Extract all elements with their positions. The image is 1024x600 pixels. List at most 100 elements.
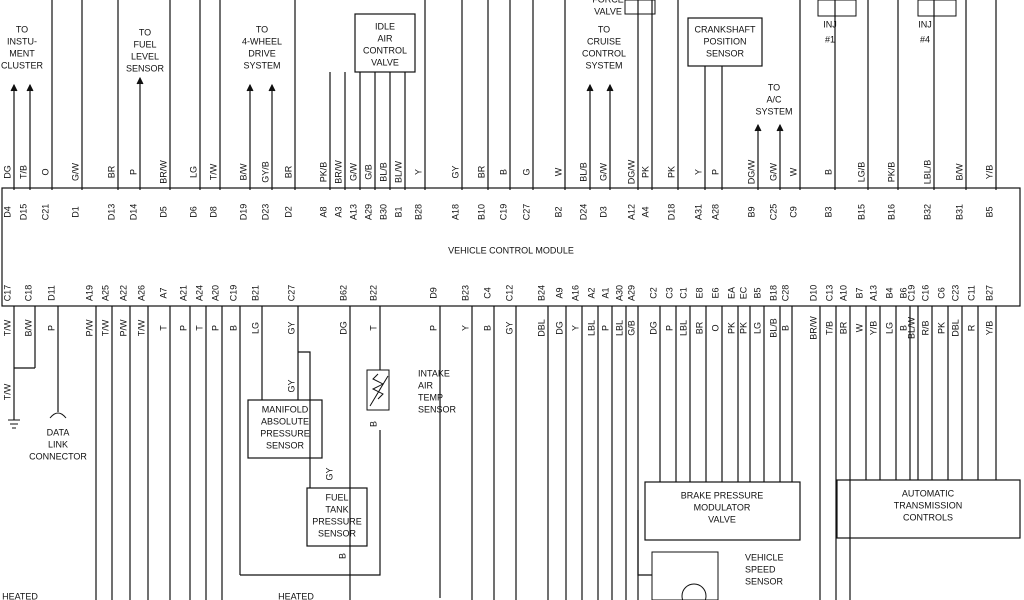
wire-color: P xyxy=(428,325,438,331)
component-label: AIR xyxy=(418,380,434,390)
pin-label: B2 xyxy=(553,206,563,217)
pin-label: B28 xyxy=(413,204,423,220)
wire-color: T/W xyxy=(136,319,146,336)
pin-label: C2 xyxy=(648,287,658,299)
pin-label: A29 xyxy=(363,204,373,220)
wire-color: GY xyxy=(286,321,296,334)
pin-label: B16 xyxy=(886,204,896,220)
component-box xyxy=(247,399,323,459)
component-label: FUEL xyxy=(133,39,156,49)
wire-color: B xyxy=(780,325,790,331)
wire-note: GY xyxy=(286,379,296,392)
component-label: CONTROLS xyxy=(903,512,953,522)
wire-color: Y xyxy=(460,325,470,331)
pin-label: C13 xyxy=(824,285,834,302)
component-label: TO xyxy=(598,24,610,34)
wire-color: BR xyxy=(106,165,116,178)
speed-sensor-body xyxy=(651,551,719,600)
component-label: #1 xyxy=(825,34,835,44)
wire-color: DBL xyxy=(950,319,960,337)
wire-color: B/W xyxy=(23,319,33,337)
component-label: LEVEL xyxy=(131,51,159,61)
pin-label: C25 xyxy=(768,204,778,221)
component-label: PRESSURE xyxy=(312,516,362,526)
wire-color: Y/B xyxy=(868,321,878,336)
pin-label: E6 xyxy=(710,287,720,298)
wire-color: G/W xyxy=(70,162,80,181)
component-label: SPEED xyxy=(745,564,776,574)
wire-color: PK xyxy=(726,322,736,334)
wire-color: Y/B xyxy=(984,321,994,336)
wire-color: R xyxy=(966,324,976,331)
component-label: CLUSTER xyxy=(1,60,44,70)
pin-label: C27 xyxy=(521,204,531,221)
pin-label: D4 xyxy=(2,206,12,218)
component-label: SENSOR xyxy=(745,576,784,586)
component-label: TO xyxy=(139,27,151,37)
pin-label: A31 xyxy=(693,204,703,220)
wire-color: DG/W xyxy=(626,159,636,184)
wire-color: PK xyxy=(936,322,946,334)
pin-label: D14 xyxy=(128,204,138,221)
component-label: TO xyxy=(16,24,28,34)
pin-label: A8 xyxy=(318,206,328,217)
component-label: HEATED xyxy=(2,591,38,600)
component-label: CRUISE xyxy=(587,36,621,46)
wire-color: Y/B xyxy=(984,165,994,180)
pin-label: B3 xyxy=(823,206,833,217)
component-label: IDLE xyxy=(375,21,395,31)
component-label: TRANSMISSION xyxy=(894,500,963,510)
component-box xyxy=(644,481,801,541)
component-box xyxy=(836,479,1021,539)
component-label: LINK xyxy=(48,439,68,449)
wire-color: T/W xyxy=(2,319,12,336)
pin-label: C9 xyxy=(788,206,798,218)
component-label: SYSTEM xyxy=(585,60,622,70)
injector-1-box xyxy=(817,0,857,17)
wire-color: P xyxy=(210,325,220,331)
component-label: FUEL xyxy=(325,492,348,502)
component-label: INJ xyxy=(918,19,932,29)
ground-symbol xyxy=(8,419,20,429)
pin-label: C16 xyxy=(920,285,930,302)
pin-label: A1 xyxy=(600,287,610,298)
pin-label: B21 xyxy=(250,285,260,301)
pin-label: C18 xyxy=(23,285,33,302)
pin-label: C11 xyxy=(966,285,976,301)
wire-color: O xyxy=(710,324,720,331)
component-label: BRAKE PRESSURE xyxy=(681,490,764,500)
wire-color: BL/B xyxy=(578,162,588,182)
pin-label: B31 xyxy=(954,204,964,220)
arrow xyxy=(754,123,762,132)
wire-color: T/B xyxy=(824,321,834,335)
wire-color: DG xyxy=(554,321,564,335)
component-label: MANIFOLD xyxy=(262,404,309,414)
pin-label: B5 xyxy=(984,206,994,217)
wire-note: T/W xyxy=(2,383,12,400)
pin-label: A12 xyxy=(626,204,636,220)
pin-label: E8 xyxy=(694,287,704,298)
component-label: CONNECTOR xyxy=(29,451,87,461)
wire-color: BR xyxy=(838,321,848,334)
pin-label: A3 xyxy=(333,206,343,217)
wire-color: BL/W xyxy=(393,160,403,183)
wire-color: G/W xyxy=(598,162,608,181)
pin-label: A24 xyxy=(194,285,204,301)
pin-label: C1 xyxy=(678,287,688,299)
wire-color: LBL/B xyxy=(922,160,932,185)
pin-label: A22 xyxy=(118,285,128,301)
module-label: VEHICLE CONTROL MODULE xyxy=(448,245,574,255)
component-label: PRESSURE xyxy=(260,428,310,438)
wire-color: G xyxy=(521,168,531,175)
wire-color: T xyxy=(194,325,204,331)
component-label: MODULATOR xyxy=(694,502,751,512)
pin-label: A13 xyxy=(348,204,358,220)
speed-sensor-rotor xyxy=(681,583,707,600)
wire-color: LBL xyxy=(586,320,596,336)
component-label: HEATED xyxy=(278,591,314,600)
pin-label: B9 xyxy=(746,206,756,217)
wire-note: B xyxy=(368,421,378,427)
pin-label: C17 xyxy=(2,285,12,302)
wire-color: PK xyxy=(640,166,650,178)
